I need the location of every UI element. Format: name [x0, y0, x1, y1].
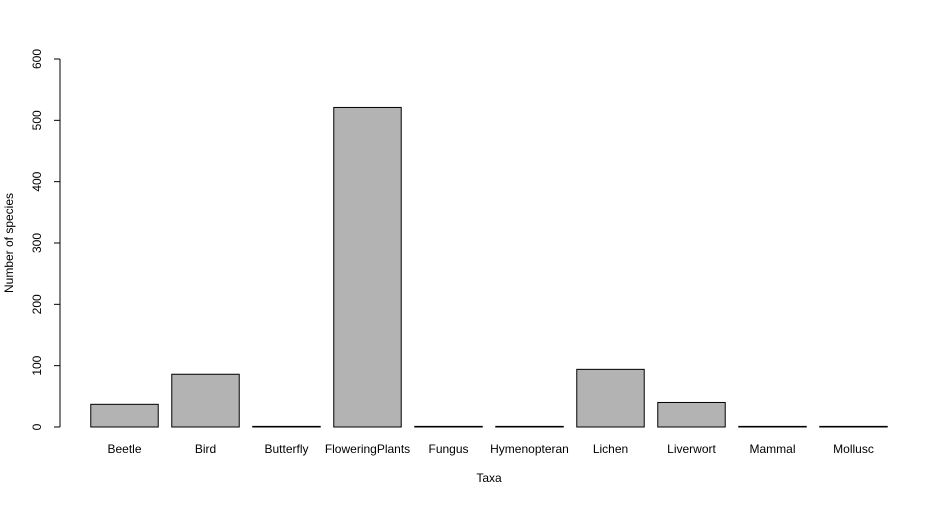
x-tick-label-liverwort: Liverwort — [667, 442, 716, 456]
x-tick-label-floweringplants: FloweringPlants — [325, 442, 410, 456]
bar-lichen — [576, 368, 645, 428]
y-tick-label-100: 100 — [30, 355, 44, 375]
y-tick-label-200: 200 — [30, 294, 44, 314]
x-axis-title: Taxa — [476, 471, 502, 485]
bar-beetle — [90, 403, 159, 428]
bars-group — [90, 106, 888, 428]
x-tick-label-butterfly: Butterfly — [264, 442, 308, 456]
x-tick-label-fungus: Fungus — [428, 442, 468, 456]
bar-liverwort — [657, 401, 726, 428]
bar-bird — [171, 373, 240, 428]
x-tick-label-lichen: Lichen — [593, 442, 628, 456]
y-tick-label-300: 300 — [30, 233, 44, 253]
y-tick-label-600: 600 — [30, 49, 44, 69]
y-tick-label-500: 500 — [30, 110, 44, 130]
x-tick-label-mammal: Mammal — [749, 442, 795, 456]
bar-fungus — [414, 425, 483, 428]
x-tick-label-mollusc: Mollusc — [833, 442, 874, 456]
x-tick-label-bird: Bird — [195, 442, 216, 456]
bar-mollusc — [819, 425, 888, 428]
bar-hymenopteran — [495, 425, 564, 428]
x-tick-label-hymenopteran: Hymenopteran — [490, 442, 569, 456]
x-tick-label-beetle: Beetle — [107, 442, 141, 456]
y-tick-label-0: 0 — [30, 423, 44, 430]
bar-butterfly — [252, 425, 321, 428]
bar-mammal — [738, 425, 807, 428]
y-axis-title: Number of species — [2, 193, 16, 293]
y-axis: 0 100 200 300 400 500 600 — [30, 49, 61, 430]
y-tick-label-400: 400 — [30, 171, 44, 191]
bar-floweringplants — [333, 106, 402, 428]
x-tick-labels: Beetle Bird Butterfly FloweringPlants Fungus… — [107, 442, 873, 456]
